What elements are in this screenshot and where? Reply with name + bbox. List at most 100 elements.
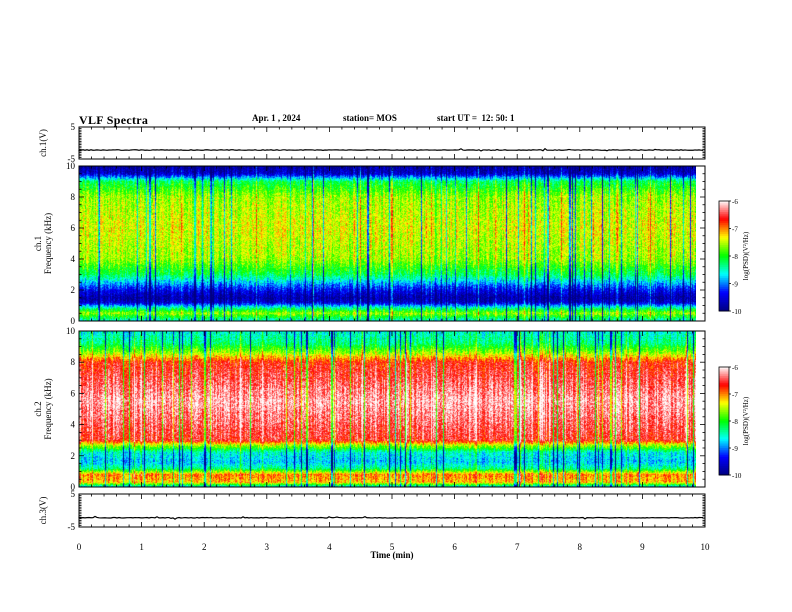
colorbar-segment xyxy=(719,268,729,272)
y-tick-label: 8 xyxy=(71,357,76,367)
y-tick-label: 10 xyxy=(66,161,76,171)
y-axis-label: ch.2 xyxy=(33,401,43,416)
colorbar-segment xyxy=(719,385,729,388)
colorbar-segment xyxy=(719,428,729,431)
spectrogram-image xyxy=(79,166,696,321)
colorbar-segment xyxy=(719,383,729,386)
colorbar-label: log(PSD)(V²/Hz) xyxy=(742,231,750,280)
x-tick-label: 8 xyxy=(578,542,583,552)
colorbar-segment xyxy=(719,422,729,426)
colorbar-segment xyxy=(719,235,729,239)
colorbar-tick-label: -8 xyxy=(732,253,738,261)
colorbar-segment xyxy=(719,390,729,393)
colorbar-segment xyxy=(719,204,729,207)
colorbar-segment xyxy=(719,239,729,242)
colorbar-segment xyxy=(719,455,729,458)
colorbar-segment xyxy=(719,460,729,463)
colorbar-segment xyxy=(719,417,729,420)
colorbar-segment xyxy=(719,368,729,372)
waveform-layer xyxy=(78,147,704,520)
x-tick-label: 5 xyxy=(390,542,395,552)
colorbar-segment xyxy=(719,433,729,436)
colorbar-segment xyxy=(719,458,729,462)
colorbar-segment xyxy=(719,457,729,460)
colorbar-segment xyxy=(719,212,729,215)
colorbar-segment xyxy=(719,278,729,281)
spectrogram-image xyxy=(79,331,696,487)
colorbar-segment xyxy=(719,232,729,235)
colorbar-segment xyxy=(719,406,729,409)
colorbar-segment xyxy=(719,377,729,381)
colorbar-tick-label: -7 xyxy=(732,391,738,399)
y-tick-label: 4 xyxy=(71,420,76,430)
colorbar-segment xyxy=(719,254,729,257)
colorbar-segment xyxy=(719,289,729,292)
colorbar-segment xyxy=(719,410,729,413)
colorbar-segment xyxy=(719,276,729,279)
colorbar-segment xyxy=(719,213,729,217)
colorbar-segment xyxy=(719,279,729,283)
colorbar-segment xyxy=(719,399,729,402)
colorbar-segment xyxy=(719,246,729,250)
y-tick-label: 2 xyxy=(71,285,76,295)
colorbar-segment xyxy=(719,208,729,211)
y-axis-label: Frequency (kHz) xyxy=(43,378,53,439)
colorbar-segment xyxy=(719,408,729,411)
colorbar-segment xyxy=(719,283,729,286)
colorbar-segment xyxy=(719,274,729,277)
waveform-line xyxy=(78,515,703,520)
colorbar-segment xyxy=(719,448,729,451)
colorbar-segment xyxy=(719,230,729,233)
colorbar-segment xyxy=(719,424,729,427)
y-tick-label: 5 xyxy=(71,489,76,499)
colorbar-segment xyxy=(719,442,729,445)
x-tick-label: 6 xyxy=(452,542,457,552)
colorbar-segment xyxy=(719,473,729,476)
colorbar-segment xyxy=(719,462,729,465)
colorbar-segment xyxy=(719,421,729,424)
colorbar-segment xyxy=(719,248,729,251)
colorbar-segment xyxy=(719,243,729,246)
date-label: Apr. 1 , 2024 xyxy=(252,113,301,123)
colorbar-segment xyxy=(719,252,729,255)
start-time-label: start UT = 12: 50: 1 xyxy=(437,113,515,123)
x-axis-label: Time (min) xyxy=(370,550,413,560)
colorbar-segment xyxy=(719,403,729,406)
station-label: station= MOS xyxy=(343,113,397,123)
colorbar-tick-label: -6 xyxy=(732,198,738,206)
colorbar-segment xyxy=(719,404,729,408)
colorbar-segment xyxy=(719,451,729,454)
x-tick-label: 10 xyxy=(701,542,711,552)
colorbar-segment xyxy=(719,381,729,384)
colorbar-segment xyxy=(719,394,729,397)
y-tick-label: 6 xyxy=(71,388,76,398)
colorbar-segment xyxy=(719,263,729,266)
colorbar-segment xyxy=(719,439,729,442)
colorbar-segment xyxy=(719,372,729,375)
colorbar-segment xyxy=(719,250,729,253)
colorbar-segment xyxy=(719,449,729,453)
colorbar-segment xyxy=(719,471,729,474)
colorbar-segment xyxy=(719,267,729,270)
colorbar-segment xyxy=(719,309,729,312)
colorbar-layer xyxy=(718,200,731,476)
colorbar-segment xyxy=(719,201,729,204)
x-tick-label: 1 xyxy=(139,542,144,552)
colorbar-segment xyxy=(719,392,729,395)
colorbar-segment xyxy=(719,412,729,415)
colorbar-segment xyxy=(719,426,729,429)
y-tick-label: 6 xyxy=(71,223,76,233)
y-axis-label: Frequency (kHz) xyxy=(43,213,53,274)
colorbar-segment xyxy=(719,376,729,379)
chart-title: VLF Spectra xyxy=(79,113,149,127)
x-tick-label: 3 xyxy=(265,542,270,552)
colorbar-segment xyxy=(719,453,729,456)
colorbar-segment xyxy=(719,379,729,382)
colorbar-segment xyxy=(719,395,729,399)
colorbar-segment xyxy=(719,285,729,288)
colorbar-segment xyxy=(719,469,729,472)
colorbar-segment xyxy=(719,307,729,310)
colorbar-segment xyxy=(719,367,729,370)
y-tick-label: 5 xyxy=(71,122,76,132)
